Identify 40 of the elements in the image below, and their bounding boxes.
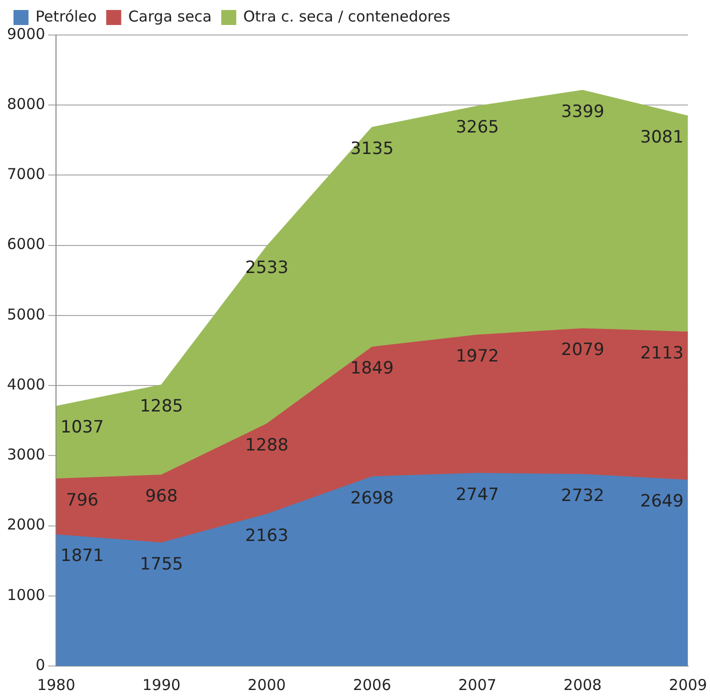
x-tick-label: 1990 [142,676,181,694]
data-label: 2732 [560,486,604,506]
data-label: 3081 [640,128,684,148]
y-tick-label: 0 [36,656,46,674]
x-tick-label: 2006 [352,676,392,694]
x-tick-label: 1980 [37,676,76,694]
x-tick-label: 2009 [668,676,708,694]
x-tick-label: 2000 [248,676,286,694]
data-label: 2649 [640,492,684,512]
data-label: 1871 [60,546,104,566]
data-label: 1755 [140,554,184,574]
y-tick-label: 1000 [6,586,46,604]
y-tick-label: 3000 [6,446,46,464]
data-label: 2163 [245,526,288,546]
data-label: 2747 [456,484,499,505]
x-tick-label: 2007 [458,676,496,694]
data-label: 1285 [140,396,184,416]
data-label: 3135 [350,138,394,159]
data-label: 968 [145,486,178,507]
y-tick-label: 4000 [6,375,46,394]
data-label: 1037 [60,418,104,438]
legend-label: Carga seca [128,7,212,26]
y-tick-label: 2000 [6,516,46,534]
data-label: 1849 [350,358,394,379]
data-label: 1288 [245,435,288,456]
data-label: 2698 [350,488,394,508]
y-tick-label: 5000 [6,305,46,324]
y-tick-label: 7000 [6,165,46,184]
data-label: 3265 [456,118,499,138]
data-label: 2113 [640,344,684,364]
legend-label: Petróleo [36,7,97,26]
legend-label: Otra c. seca / contenedores [243,7,450,26]
y-tick-label: 6000 [6,235,46,254]
data-label: 796 [66,490,98,510]
y-tick-label: 9000 [6,24,46,43]
y-tick-label: 8000 [6,95,46,113]
x-tick-label: 2008 [564,676,602,694]
data-label: 2079 [560,340,604,360]
data-label: 3399 [560,102,604,122]
data-label: 1972 [456,346,499,367]
